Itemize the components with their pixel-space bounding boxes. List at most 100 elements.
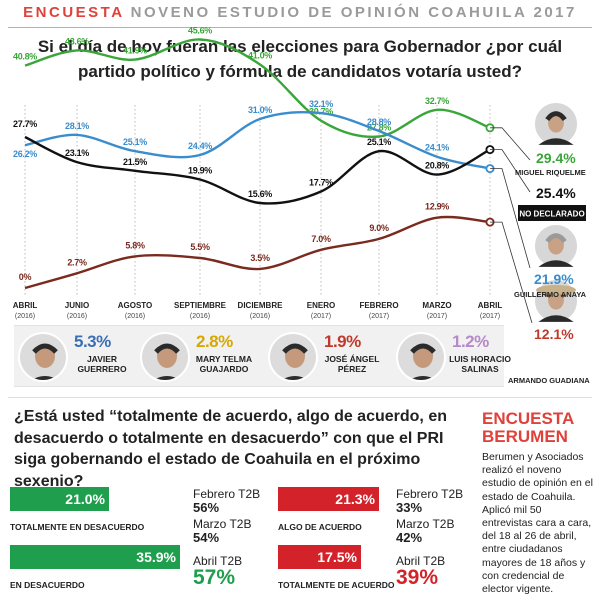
candidate-name: JOSÉ ÁNGEL PÉREZ bbox=[324, 354, 380, 374]
candidate-portrait bbox=[533, 223, 579, 269]
data-label: 41.0% bbox=[248, 51, 272, 61]
candidate-pct: 5.3% bbox=[74, 332, 111, 351]
x-tick-year: (2016) bbox=[125, 313, 145, 320]
data-label: 28.1% bbox=[65, 121, 89, 131]
end-name: NO DECLARADO bbox=[519, 210, 584, 219]
minor-candidate: 5.3% JAVIER GUERRERO bbox=[18, 326, 136, 388]
line-chart: ABRIL (2016) JUNIO (2016) AGOSTO (2016) SEPTIE… bbox=[13, 26, 590, 386]
data-label: 15.6% bbox=[248, 189, 272, 199]
bar-totally-agree: 17.5% bbox=[278, 545, 390, 569]
candidate-photo bbox=[140, 332, 190, 382]
end-value: 25.4% bbox=[536, 185, 576, 201]
t2b-value: 33% bbox=[396, 500, 423, 515]
data-label: 5.5% bbox=[190, 242, 210, 252]
bar-fill bbox=[278, 487, 379, 511]
leader-line bbox=[490, 168, 531, 269]
candidate-photo bbox=[268, 332, 318, 382]
series-line-red bbox=[24, 215, 491, 290]
x-tick-label: AGOSTO bbox=[118, 301, 153, 310]
bar-caption: ALGO DE ACUERDO bbox=[278, 522, 362, 532]
x-tick-label: SEPTIEMBRE bbox=[174, 301, 227, 310]
bar-caption: TOTALMENTE EN DESACUERDO bbox=[10, 522, 145, 532]
t2b-label: Febrero T2B bbox=[193, 487, 261, 501]
x-tick-label: ABRIL bbox=[478, 301, 503, 310]
data-label: 24.1% bbox=[425, 143, 449, 153]
t2b-label: Marzo T2B bbox=[396, 517, 455, 531]
x-tick-year: (2016) bbox=[250, 313, 270, 320]
data-label: 2.7% bbox=[67, 257, 87, 267]
data-label: 20.8% bbox=[425, 161, 449, 171]
x-tick-label: MARZO bbox=[422, 301, 451, 310]
series-line-green bbox=[24, 38, 491, 139]
data-label: 5.8% bbox=[125, 240, 145, 250]
x-tick-year: (2016) bbox=[15, 313, 35, 320]
data-label: 31.0% bbox=[248, 105, 272, 115]
leader-line bbox=[490, 221, 533, 324]
end-value: 12.1% bbox=[534, 326, 574, 342]
x-tick-label: ABRIL bbox=[13, 301, 38, 310]
candidate-name: LUIS HORACIO SALINAS bbox=[449, 354, 511, 374]
t2b-mar-disagree: Marzo T2B 54% bbox=[193, 517, 251, 545]
data-label: 17.7% bbox=[309, 178, 333, 188]
sidebar-title: ENCUESTA BERUMEN bbox=[482, 410, 574, 446]
t2b-apr-agree-label: Abril T2B bbox=[396, 554, 446, 568]
data-label: 40.8% bbox=[13, 52, 37, 62]
data-label: 32.7% bbox=[425, 96, 449, 106]
data-label: 24.4% bbox=[188, 141, 212, 151]
data-label: 28.8% bbox=[367, 117, 391, 127]
end-name: ARMANDO GUADIANA bbox=[508, 376, 590, 385]
x-tick-label: ENERO bbox=[307, 301, 335, 310]
data-label: 23.1% bbox=[65, 148, 89, 158]
bar-value: 21.3% bbox=[335, 491, 375, 507]
data-label: 45.6% bbox=[188, 26, 212, 36]
bar-somewhat-agree: 21.3% bbox=[278, 487, 390, 511]
minor-candidate: 2.8% MARY TELMA GUAJARDO bbox=[140, 326, 258, 388]
t2b-value: 54% bbox=[193, 530, 220, 545]
x-tick-year: (2017) bbox=[427, 313, 447, 320]
bar-value: 35.9% bbox=[136, 549, 176, 565]
candidate-pct: 1.9% bbox=[324, 332, 361, 351]
t2b-feb-agree: Febrero T2B 33% bbox=[396, 487, 463, 515]
page-header: ENCUESTA NOVENO ESTUDIO DE OPINIÓN COAHU… bbox=[0, 0, 600, 26]
end-name: GUILLERMO ANAYA bbox=[514, 290, 587, 299]
t2b-label: Marzo T2B bbox=[193, 517, 252, 531]
data-label: 30.7% bbox=[309, 107, 333, 117]
data-label: 25.1% bbox=[123, 137, 147, 147]
leader-line bbox=[490, 149, 531, 193]
end-value: 29.4% bbox=[536, 150, 576, 166]
data-label: 3.5% bbox=[250, 253, 270, 263]
data-label: 19.9% bbox=[188, 166, 212, 176]
sidebar-text: Berumen y Asociados realizó el noveno es… bbox=[482, 451, 593, 596]
data-label: 27.8% bbox=[367, 123, 391, 133]
t2b-apr-disagree-value: 57% bbox=[193, 566, 236, 589]
x-tick-year: (2017) bbox=[480, 313, 500, 320]
header-title: NOVENO ESTUDIO DE OPINIÓN COAHUILA 2017 bbox=[130, 4, 577, 21]
x-tick-label: FEBRERO bbox=[359, 301, 398, 310]
sidebar-title-line1: ENCUESTA bbox=[482, 409, 575, 428]
series-line-black bbox=[24, 135, 491, 205]
data-label: 27.7% bbox=[13, 119, 37, 129]
data-label: 43.6% bbox=[65, 36, 89, 46]
chart-question: Si el día de hoy fueran las elecciones p… bbox=[37, 37, 563, 81]
x-tick-year: (2017) bbox=[369, 313, 389, 320]
t2b-apr-disagree-label: Abril T2B bbox=[193, 554, 243, 568]
leader-line bbox=[490, 127, 531, 161]
data-label: 25.1% bbox=[367, 137, 391, 147]
t2b-mar-agree: Marzo T2B 42% bbox=[396, 517, 454, 545]
bar-fill bbox=[278, 545, 361, 569]
x-tick-year: (2016) bbox=[190, 313, 210, 320]
no-declarado-badge bbox=[518, 205, 586, 221]
candidate-name: JAVIER GUERRERO bbox=[77, 354, 127, 374]
bar-disagree: 35.9% bbox=[10, 545, 180, 569]
end-name: MIGUEL RIQUELME bbox=[515, 168, 586, 177]
x-tick-year: (2017) bbox=[311, 313, 331, 320]
data-label: 0% bbox=[19, 272, 32, 282]
bar-fill bbox=[10, 487, 109, 511]
candidate-pct: 2.8% bbox=[196, 332, 233, 351]
bar-totally-disagree: 21.0% bbox=[10, 487, 180, 511]
data-label: 41.9% bbox=[123, 46, 147, 56]
bar-caption: EN DESACUERDO bbox=[10, 580, 85, 590]
candidate-photo bbox=[18, 332, 68, 382]
candidate-portrait bbox=[533, 101, 579, 147]
t2b-value: 42% bbox=[396, 530, 423, 545]
